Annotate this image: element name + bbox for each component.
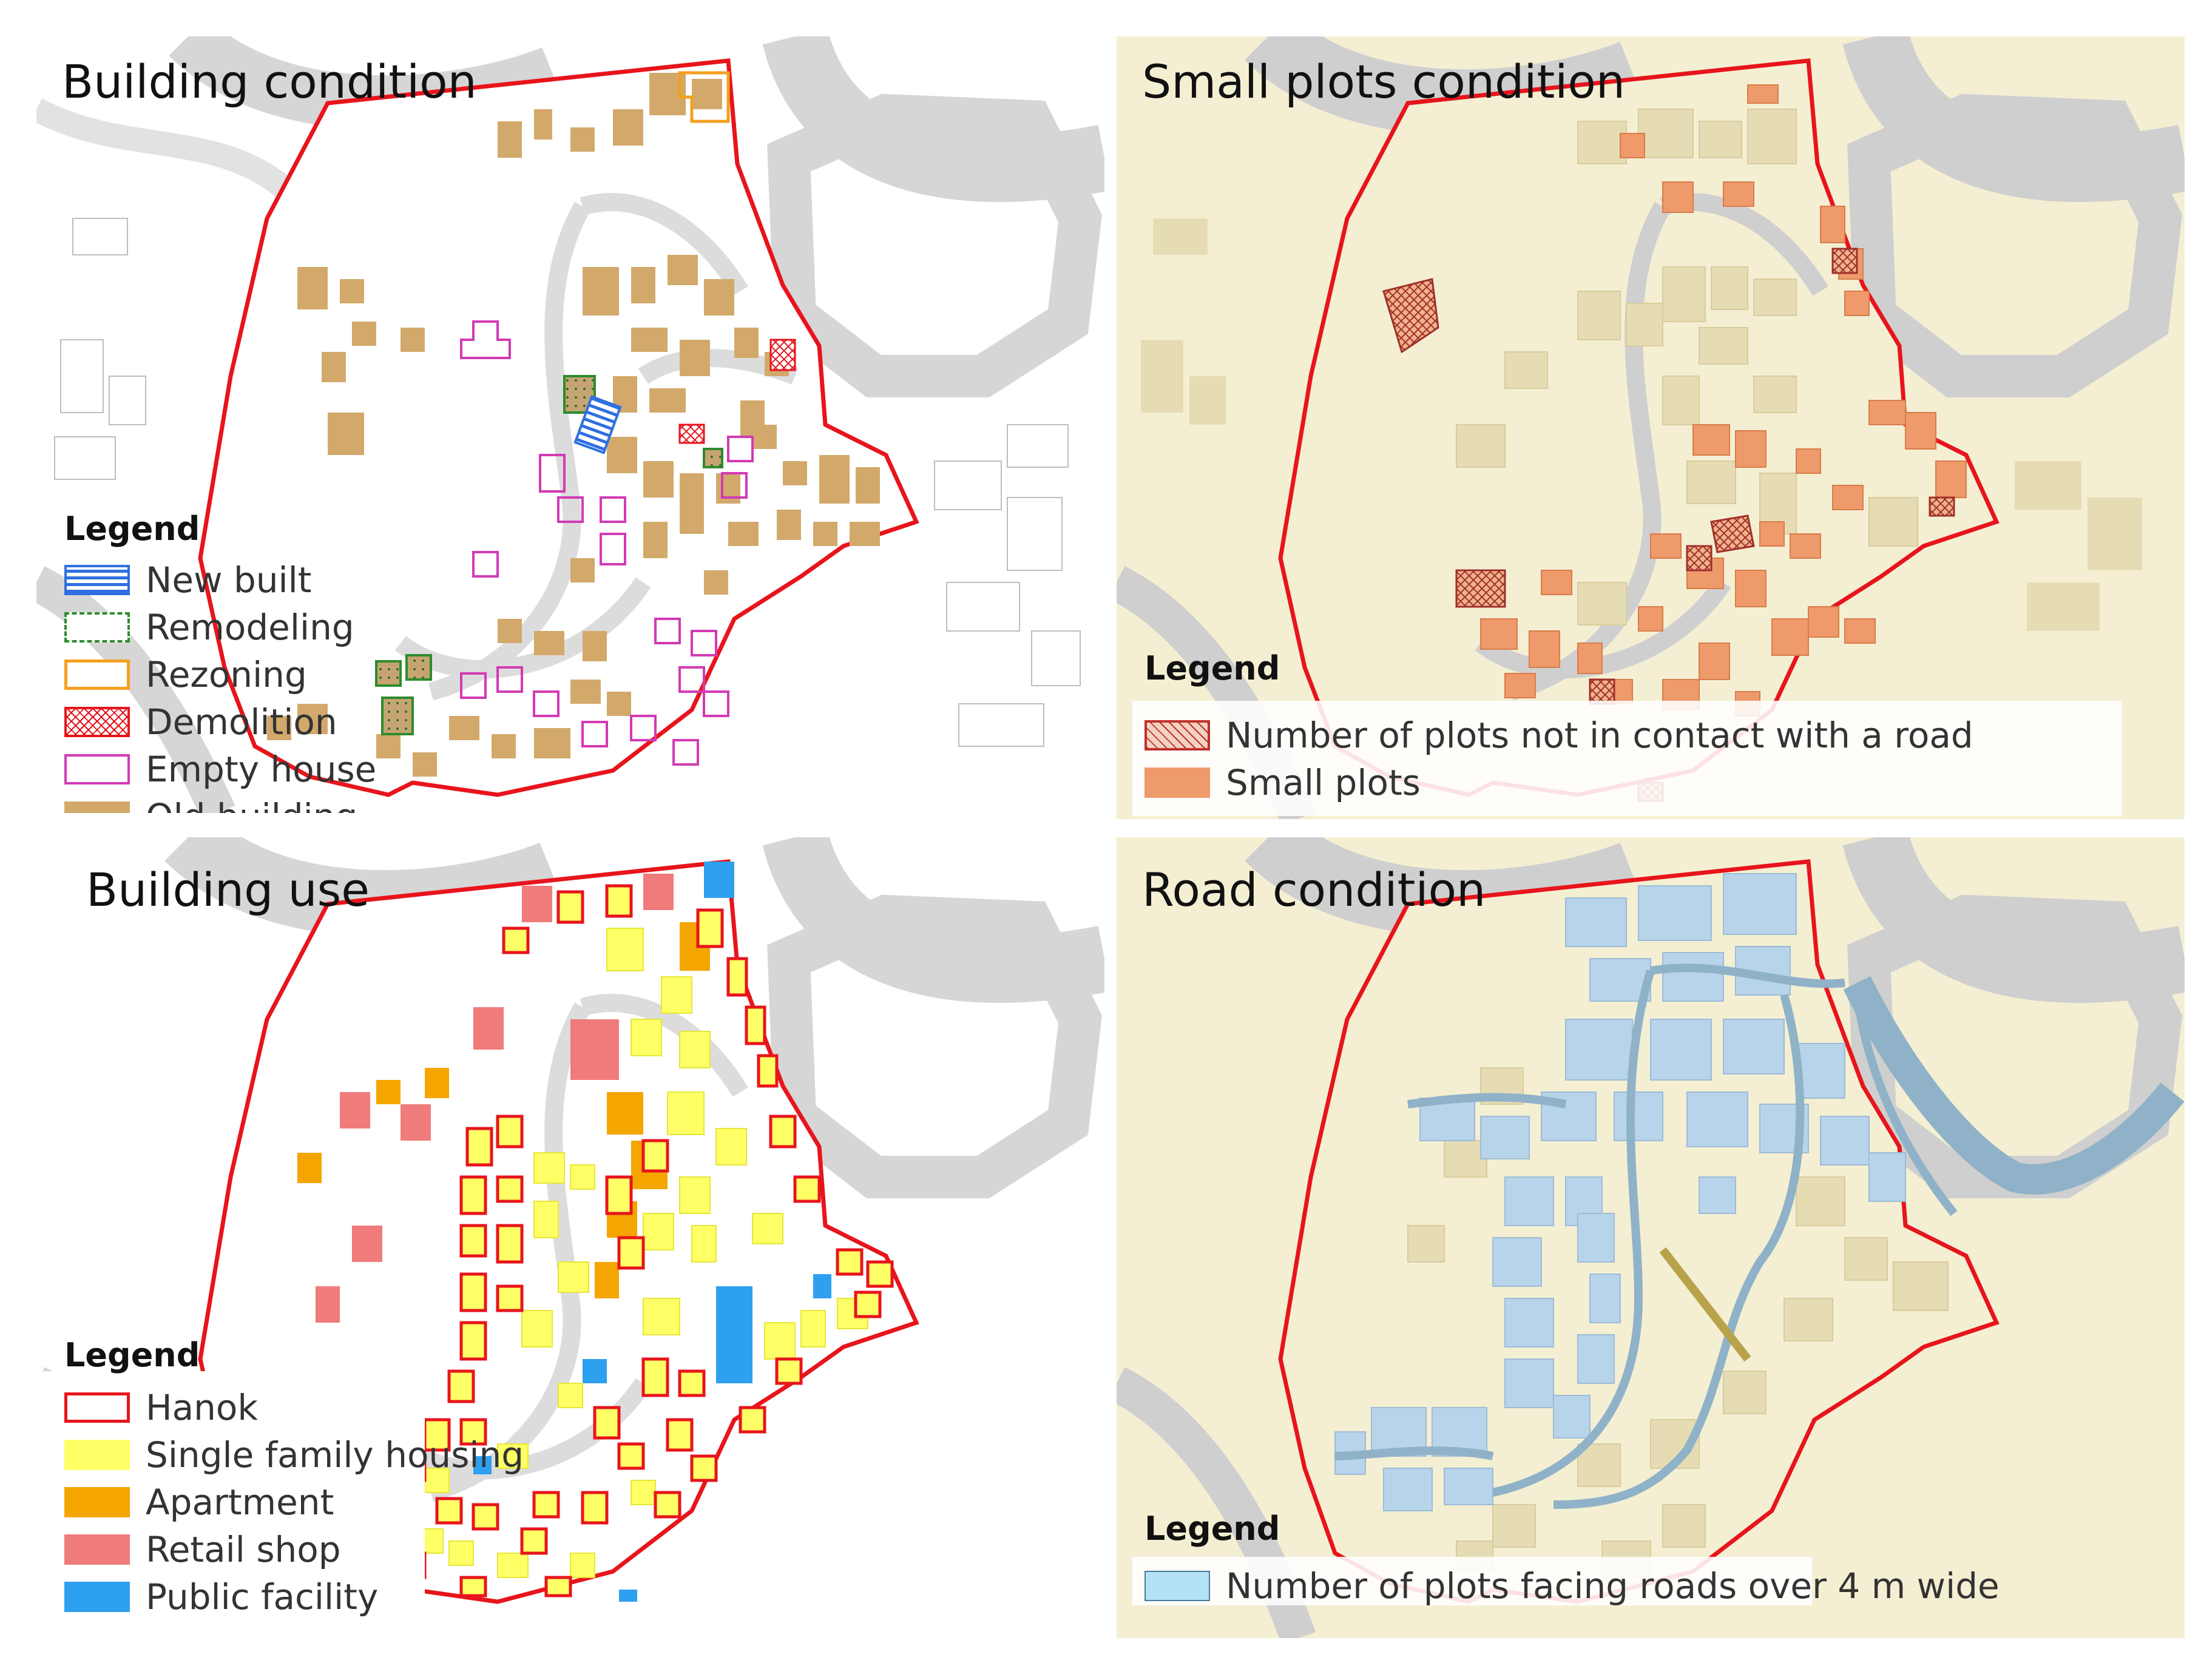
- legend-item-old-building: Old building: [64, 796, 357, 813]
- legend-item-remodeling: Remodeling: [64, 607, 354, 648]
- empty-houses: [460, 320, 754, 766]
- background-plots: [1141, 218, 2142, 631]
- background-plots: [54, 218, 1081, 747]
- panel-small-plots: Small plots condition Legend Number of p…: [1117, 36, 2185, 819]
- legend-item-single-family-housing: Single family housing: [64, 1434, 524, 1476]
- legend-label: Single family housing: [146, 1434, 524, 1476]
- magenta-outline-swatch: [64, 754, 130, 784]
- small-plots: [1480, 84, 1967, 717]
- red-crosshatch-swatch: [64, 707, 130, 737]
- blue-fill-swatch: [64, 1582, 130, 1612]
- panel-title: Building use: [86, 863, 370, 917]
- legend-title: Legend: [64, 1336, 200, 1374]
- legend-label: Retail shop: [146, 1529, 341, 1570]
- map-building-condition: [36, 36, 1104, 813]
- map-small-plots: [1117, 36, 2185, 819]
- legend-item-public-facility: Public facility: [64, 1576, 378, 1618]
- legend-label: Apartment: [146, 1482, 334, 1523]
- legend-box: [1132, 1557, 1812, 1605]
- plots: [1456, 109, 1918, 626]
- legend-item-apartment: Apartment: [64, 1482, 334, 1523]
- legend-title: Legend: [1144, 649, 1280, 687]
- red-crosshatch-swatch: [1144, 720, 1210, 751]
- old-buildings: [267, 73, 880, 777]
- legend-item-hanok: Hanok: [64, 1387, 258, 1428]
- retail-shops: [316, 874, 674, 1323]
- legend-item-small-plots: Small plots: [1144, 762, 1421, 803]
- legend-label: Demolition: [146, 701, 337, 743]
- legend-label: New built: [146, 559, 312, 601]
- single-family-housing: [376, 928, 868, 1578]
- isolated-plots: [1382, 248, 1955, 802]
- orange-fill-swatch: [1144, 767, 1210, 798]
- legend-label: Hanok: [146, 1387, 258, 1428]
- legend-item-retail-shop: Retail shop: [64, 1529, 341, 1570]
- panel-building-use: Building use Legend Hanok Single family …: [36, 837, 1104, 1638]
- panel-road-condition: Road condition Legend Number of plots fa…: [1117, 837, 2185, 1638]
- red-outline-swatch: [64, 1392, 130, 1423]
- panel-title: Small plots condition: [1142, 55, 1626, 109]
- pink-fill-swatch: [64, 1534, 130, 1565]
- legend-title: Legend: [64, 510, 200, 548]
- legend-label: Small plots: [1226, 762, 1421, 803]
- public-facilities: [473, 862, 831, 1602]
- legend-label: Number of plots not in contact with a ro…: [1226, 715, 1973, 756]
- legend-item-demolition: Demolition: [64, 701, 337, 743]
- legend-item-isolated-plots: Number of plots not in contact with a ro…: [1144, 715, 1973, 756]
- legend-box: [1132, 701, 2122, 816]
- rezoning-buildings: [678, 71, 730, 123]
- demolition-buildings: [678, 339, 796, 444]
- lightblue-fill-swatch: [1144, 1571, 1210, 1601]
- panel-title: Building condition: [62, 55, 477, 109]
- legend-label: Old building: [146, 796, 357, 813]
- legend-item-empty-house: Empty house: [64, 749, 376, 790]
- green-dots-swatch: [64, 612, 130, 643]
- orange-outline-swatch: [64, 660, 130, 690]
- legend-label: Public facility: [146, 1576, 379, 1618]
- legend-label: Number of plots facing roads over 4 m wi…: [1226, 1565, 2000, 1607]
- remodeling-buildings: [375, 375, 723, 735]
- panel-building-condition: Building condition Legend New built Remo…: [36, 36, 1104, 813]
- legend-label: Remodeling: [146, 607, 354, 648]
- orange-fill-swatch: [64, 1487, 130, 1517]
- legend-item-rezoning: Rezoning: [64, 654, 307, 695]
- tan-fill-swatch: [64, 801, 130, 813]
- legend-label: Empty house: [146, 749, 377, 790]
- panel-title: Road condition: [1142, 863, 1486, 917]
- legend-item-new-built: New built: [64, 559, 312, 601]
- blue-stripes-swatch: [64, 565, 130, 595]
- wide-road-channel: [1843, 976, 2185, 1195]
- yellow-fill-swatch: [64, 1440, 130, 1470]
- narrow-road-segment: [1659, 1247, 1751, 1362]
- legend-item-road-facing-plots: Number of plots facing roads over 4 m wi…: [1144, 1565, 2000, 1607]
- road-facing-plots: [1334, 873, 1906, 1511]
- legend-title: Legend: [1144, 1510, 1280, 1548]
- wide-roads: [1334, 963, 1958, 1509]
- legend-label: Rezoning: [146, 654, 307, 695]
- new-built-building: [573, 395, 622, 454]
